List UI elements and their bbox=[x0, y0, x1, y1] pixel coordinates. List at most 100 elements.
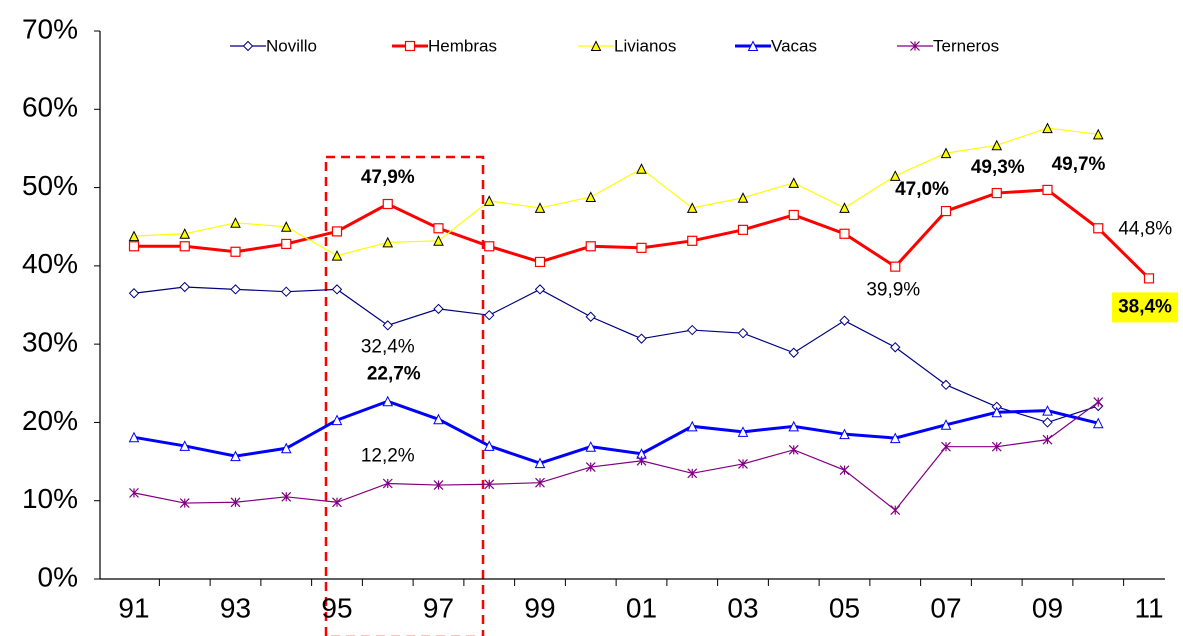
marker bbox=[1042, 122, 1053, 134]
y-tick-label: 0% bbox=[38, 561, 78, 592]
marker bbox=[941, 441, 951, 452]
marker bbox=[128, 230, 140, 242]
marker bbox=[747, 40, 759, 51]
marker bbox=[242, 40, 254, 52]
marker bbox=[788, 347, 799, 358]
marker bbox=[535, 477, 545, 488]
marker bbox=[332, 497, 342, 508]
x-tick-label: 93 bbox=[220, 592, 251, 623]
value-label: 47,0% bbox=[895, 179, 949, 200]
y-tick-label: 60% bbox=[22, 92, 78, 123]
marker bbox=[788, 420, 800, 432]
marker bbox=[382, 395, 394, 407]
marker bbox=[128, 241, 140, 252]
marker bbox=[230, 450, 241, 462]
marker bbox=[179, 281, 190, 293]
marker bbox=[686, 202, 698, 213]
marker bbox=[281, 238, 292, 250]
marker bbox=[585, 441, 597, 452]
series-line bbox=[133, 399, 1099, 465]
marker bbox=[281, 286, 292, 297]
marker bbox=[483, 195, 495, 206]
marker bbox=[991, 441, 1002, 452]
marker bbox=[382, 236, 394, 248]
legend-label: Vacas bbox=[771, 36, 817, 55]
marker bbox=[433, 480, 444, 490]
marker bbox=[636, 455, 647, 466]
marker bbox=[433, 413, 444, 425]
marker bbox=[433, 303, 444, 315]
marker bbox=[1042, 405, 1053, 416]
marker bbox=[737, 192, 749, 203]
marker bbox=[839, 228, 850, 239]
marker bbox=[331, 284, 343, 295]
value-label: 49,3% bbox=[971, 157, 1025, 178]
marker bbox=[890, 261, 901, 272]
y-tick-label: 70% bbox=[22, 13, 78, 44]
marker bbox=[534, 457, 546, 469]
marker bbox=[590, 40, 602, 51]
marker bbox=[404, 40, 416, 52]
series-line bbox=[133, 127, 1099, 257]
marker bbox=[534, 202, 546, 213]
marker bbox=[1042, 417, 1053, 428]
value-label: 39,9% bbox=[866, 280, 920, 301]
marker bbox=[940, 147, 952, 159]
marker bbox=[940, 379, 952, 391]
marker bbox=[910, 41, 920, 51]
x-tick-label: 11 bbox=[1134, 592, 1163, 623]
marker bbox=[839, 202, 850, 213]
marker bbox=[585, 191, 597, 202]
y-tick-label: 10% bbox=[22, 483, 78, 514]
marker bbox=[686, 420, 698, 432]
marker bbox=[1143, 273, 1155, 284]
series-line bbox=[133, 401, 1099, 511]
value-label: 47,9% bbox=[361, 167, 415, 188]
highlight-box bbox=[324, 155, 485, 636]
marker bbox=[737, 224, 749, 235]
marker bbox=[687, 468, 698, 479]
marker bbox=[788, 209, 799, 221]
marker bbox=[331, 414, 343, 426]
marker bbox=[1093, 397, 1104, 407]
marker bbox=[280, 442, 292, 454]
marker bbox=[484, 309, 495, 321]
legend-label: Livianos bbox=[614, 36, 676, 55]
marker bbox=[839, 465, 850, 476]
marker bbox=[991, 406, 1003, 418]
marker bbox=[839, 315, 850, 326]
value-label: 49,7% bbox=[1052, 154, 1106, 175]
marker bbox=[940, 205, 952, 217]
marker bbox=[1092, 417, 1104, 429]
marker bbox=[230, 497, 241, 508]
value-label: 44,8% bbox=[1118, 218, 1172, 239]
marker bbox=[585, 311, 596, 322]
x-tick-label: 95 bbox=[321, 592, 352, 623]
y-tick-label: 40% bbox=[22, 248, 78, 279]
x-tick-label: 09 bbox=[1032, 592, 1063, 623]
y-tick-label: 20% bbox=[22, 405, 78, 436]
series-line bbox=[134, 188, 1151, 280]
value-label: 22,7% bbox=[367, 363, 421, 384]
marker bbox=[179, 498, 190, 508]
marker bbox=[687, 324, 698, 336]
marker bbox=[129, 487, 139, 498]
x-tick-label: 91 bbox=[118, 592, 149, 623]
marker bbox=[839, 428, 850, 440]
marker bbox=[281, 491, 292, 502]
marker bbox=[737, 327, 749, 339]
marker bbox=[179, 228, 191, 239]
marker bbox=[737, 426, 749, 437]
value-label: 38,4% bbox=[1118, 296, 1172, 317]
marker bbox=[1042, 434, 1053, 445]
marker bbox=[991, 139, 1003, 151]
marker bbox=[331, 250, 343, 261]
x-tick-label: 97 bbox=[423, 592, 454, 623]
legend-label: Hembras bbox=[428, 36, 497, 55]
marker bbox=[940, 419, 952, 430]
marker bbox=[382, 198, 393, 210]
legend-label: Novillo bbox=[266, 36, 317, 55]
y-tick-label: 50% bbox=[22, 170, 78, 201]
series-line bbox=[133, 286, 1099, 424]
marker bbox=[991, 187, 1002, 199]
